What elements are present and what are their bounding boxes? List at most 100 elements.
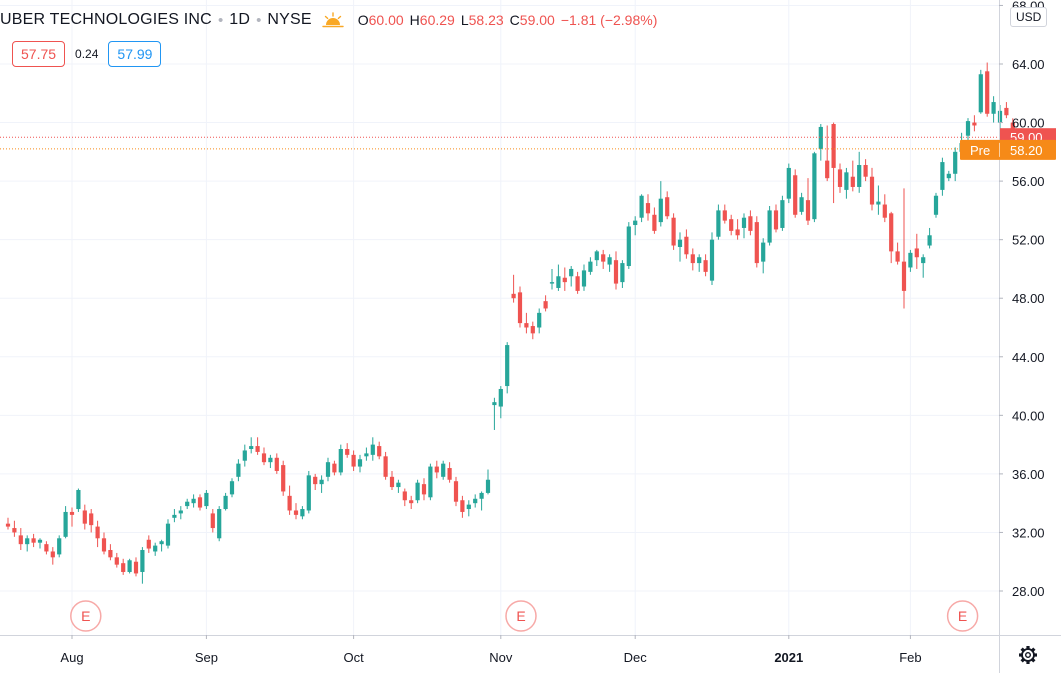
candle[interactable] bbox=[517, 286, 523, 328]
candle[interactable] bbox=[965, 118, 971, 144]
candle[interactable] bbox=[396, 479, 401, 493]
candle[interactable] bbox=[857, 151, 862, 193]
candle[interactable] bbox=[364, 447, 369, 461]
candle[interactable] bbox=[703, 254, 708, 277]
gear-icon[interactable] bbox=[1019, 646, 1037, 664]
candle[interactable] bbox=[786, 163, 791, 204]
candle[interactable] bbox=[178, 506, 183, 520]
candle[interactable] bbox=[95, 520, 100, 548]
candle[interactable] bbox=[876, 185, 881, 215]
candle[interactable] bbox=[210, 509, 215, 533]
candle[interactable] bbox=[869, 167, 875, 211]
candle[interactable] bbox=[249, 437, 254, 454]
candle[interactable] bbox=[415, 479, 420, 504]
candle[interactable] bbox=[793, 169, 798, 218]
candle[interactable] bbox=[127, 558, 132, 574]
candle[interactable] bbox=[978, 69, 983, 114]
candle[interactable] bbox=[741, 213, 747, 239]
candle[interactable] bbox=[300, 506, 305, 520]
candle[interactable] bbox=[287, 485, 292, 515]
candle[interactable] bbox=[345, 443, 350, 458]
candle[interactable] bbox=[601, 249, 606, 269]
currency-button[interactable]: USD bbox=[1010, 7, 1048, 27]
candle[interactable] bbox=[447, 462, 452, 483]
candle[interactable] bbox=[658, 181, 663, 227]
candle[interactable] bbox=[652, 207, 657, 234]
candle[interactable] bbox=[985, 62, 990, 117]
candle[interactable] bbox=[492, 397, 497, 430]
candle[interactable] bbox=[428, 463, 433, 501]
sun-icon[interactable] bbox=[322, 12, 344, 28]
candle[interactable] bbox=[709, 232, 715, 286]
candle[interactable] bbox=[754, 216, 759, 268]
candle[interactable] bbox=[217, 506, 222, 542]
candle[interactable] bbox=[242, 444, 247, 467]
candle[interactable] bbox=[153, 542, 158, 556]
candle[interactable] bbox=[543, 295, 548, 312]
candle[interactable] bbox=[620, 260, 625, 288]
candle[interactable] bbox=[837, 163, 843, 193]
candle[interactable] bbox=[453, 476, 459, 507]
candle[interactable] bbox=[639, 194, 644, 223]
candle[interactable] bbox=[921, 254, 926, 278]
candle[interactable] bbox=[1004, 102, 1009, 119]
candle[interactable] bbox=[197, 494, 203, 511]
candle[interactable] bbox=[844, 167, 849, 199]
candle[interactable] bbox=[133, 557, 139, 577]
candle[interactable] bbox=[735, 219, 740, 240]
candle[interactable] bbox=[31, 533, 36, 548]
candle[interactable] bbox=[44, 541, 49, 555]
candle[interactable] bbox=[325, 457, 331, 482]
candle[interactable] bbox=[255, 437, 260, 455]
candle[interactable] bbox=[626, 222, 631, 269]
candle[interactable] bbox=[389, 470, 395, 490]
candle[interactable] bbox=[172, 509, 177, 523]
candle[interactable] bbox=[613, 251, 619, 290]
candle[interactable] bbox=[895, 242, 900, 265]
candle[interactable] bbox=[114, 552, 119, 568]
candle[interactable] bbox=[773, 204, 779, 233]
candle[interactable] bbox=[748, 210, 753, 236]
candle[interactable] bbox=[191, 494, 196, 508]
candle[interactable] bbox=[908, 249, 913, 272]
candle[interactable] bbox=[581, 264, 587, 291]
candle[interactable] bbox=[818, 124, 823, 161]
candle[interactable] bbox=[82, 504, 87, 530]
candle[interactable] bbox=[460, 495, 465, 518]
candle[interactable] bbox=[473, 494, 478, 508]
candle[interactable] bbox=[204, 489, 209, 510]
candle[interactable] bbox=[76, 488, 81, 512]
candle[interactable] bbox=[575, 271, 580, 294]
candle[interactable] bbox=[665, 191, 670, 220]
candle[interactable] bbox=[722, 204, 727, 224]
candle[interactable] bbox=[108, 544, 113, 561]
candle[interactable] bbox=[825, 125, 830, 182]
candle[interactable] bbox=[319, 475, 324, 493]
candle[interactable] bbox=[18, 528, 23, 551]
candle[interactable] bbox=[159, 539, 164, 552]
candle[interactable] bbox=[441, 460, 446, 480]
sell-price-button[interactable]: 57.75 bbox=[12, 41, 66, 67]
candle[interactable] bbox=[863, 159, 868, 182]
candle[interactable] bbox=[140, 547, 145, 584]
candle[interactable] bbox=[434, 460, 439, 479]
candle[interactable] bbox=[831, 122, 836, 204]
candle[interactable] bbox=[338, 444, 343, 476]
candle[interactable] bbox=[729, 214, 734, 236]
candle[interactable] bbox=[479, 491, 484, 511]
candle[interactable] bbox=[889, 211, 894, 264]
candle[interactable] bbox=[901, 188, 907, 309]
candle[interactable] bbox=[121, 558, 126, 575]
candle[interactable] bbox=[293, 503, 299, 520]
candle[interactable] bbox=[972, 115, 977, 132]
candle[interactable] bbox=[357, 454, 363, 473]
symbol-name[interactable]: UBER TECHNOLOGIES INC bbox=[0, 11, 212, 28]
candle[interactable] bbox=[229, 478, 235, 498]
candle[interactable] bbox=[677, 232, 683, 262]
candle[interactable] bbox=[594, 249, 599, 267]
candle[interactable] bbox=[146, 535, 151, 553]
candle[interactable] bbox=[409, 495, 414, 510]
candle[interactable] bbox=[383, 451, 388, 480]
candle[interactable] bbox=[351, 450, 356, 471]
